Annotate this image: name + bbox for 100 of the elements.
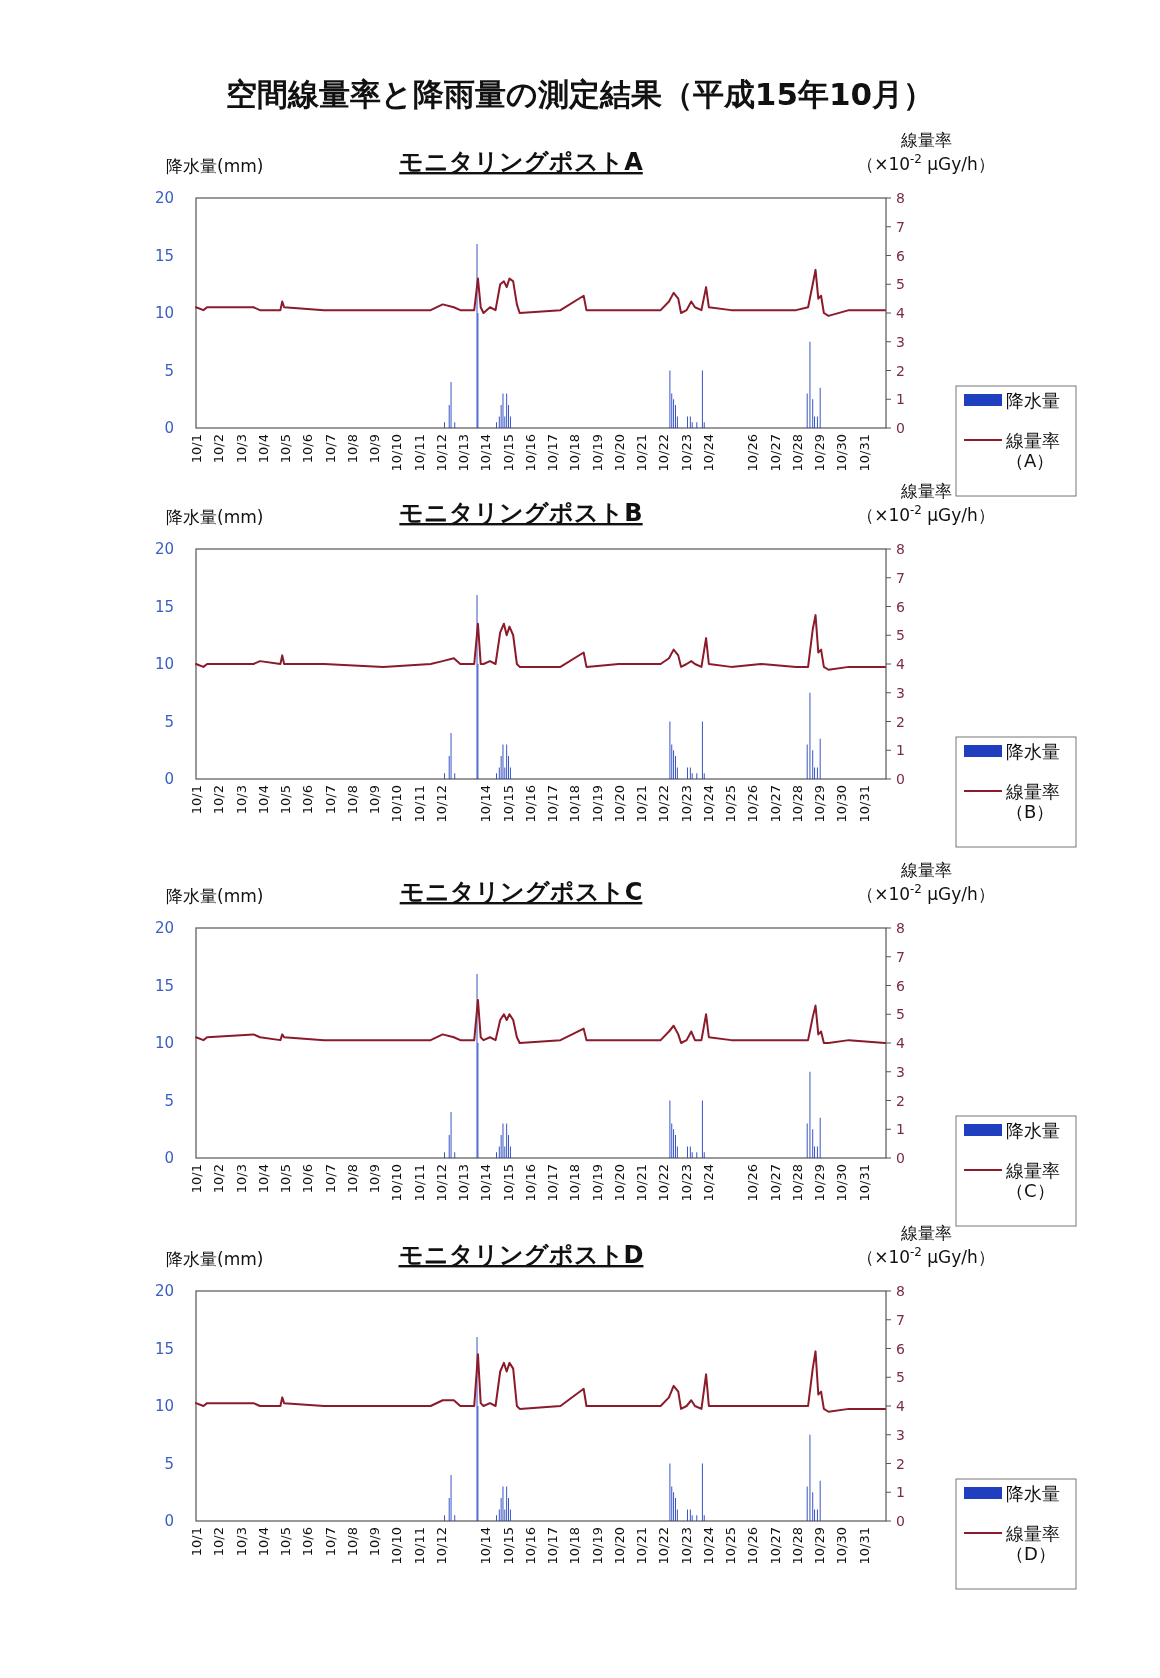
x-tick-label: 10/14: [478, 434, 494, 472]
y-tick-label: 10: [154, 1397, 174, 1415]
x-tick-label: 10/3: [233, 1164, 249, 1194]
x-tick-label: 10/5: [278, 1164, 294, 1194]
y2-tick-label: 0: [896, 1150, 905, 1166]
x-tick-label: 10/27: [767, 434, 783, 472]
y2-tick-label: 5: [896, 627, 905, 644]
x-tick-label: 10/10: [389, 434, 405, 472]
x-tick-label: 10/3: [233, 434, 249, 464]
y-tick-label: 10: [154, 1034, 174, 1052]
y2-tick-label: 2: [896, 713, 905, 730]
x-tick-label: 10/4: [255, 785, 271, 815]
x-tick-label: 10/1: [189, 785, 204, 815]
y2-tick-label: 0: [896, 771, 905, 787]
y2-tick-label: 6: [896, 247, 905, 264]
text: 空間線量率と降雨量の測定結果（平成15年10月）: [225, 76, 935, 112]
legend-label: 線量率（D）: [1005, 1523, 1060, 1564]
x-tick-label: 10/21: [634, 785, 650, 823]
x-tick-label: 10/8: [344, 1164, 360, 1194]
y2-tick-label: 4: [896, 1035, 905, 1051]
y2-tick-label: 3: [896, 1426, 905, 1443]
x-tick-label: 10/9: [367, 434, 383, 464]
x-tick-label: 10/19: [589, 434, 605, 472]
x-tick-label: 10/27: [767, 785, 783, 823]
y-tick-label: 5: [164, 712, 174, 731]
x-tick-label: 10/2: [211, 1527, 227, 1557]
x-tick-label: 10/10: [389, 785, 405, 823]
y-axis-title: 降水量(mm): [166, 886, 264, 906]
x-tick-label: 10/17: [545, 1164, 561, 1202]
x-tick-label: 10/16: [522, 1164, 538, 1202]
y-tick-label: 15: [154, 976, 174, 995]
y-tick-label: 0: [164, 419, 174, 437]
y2-tick-label: 5: [896, 1006, 905, 1023]
y2-tick-label: 0: [896, 1513, 905, 1529]
legend-label: 線量率（A）: [1005, 430, 1060, 471]
x-tick-label: 10/17: [545, 785, 561, 823]
x-tick-label: 10/13: [456, 434, 472, 472]
x-tick-label: 10/24: [700, 1164, 716, 1202]
y2-tick-label: 8: [896, 920, 905, 936]
x-tick-label: 10/15: [500, 785, 516, 823]
x-tick-label: 10/27: [767, 1527, 783, 1565]
x-tick-label: 10/15: [500, 434, 516, 472]
x-tick-label: 10/28: [789, 1527, 805, 1565]
legend-label: 降水量: [1006, 1120, 1060, 1141]
y-tick-label: 5: [164, 1091, 174, 1110]
x-tick-label: 10/1: [189, 434, 204, 464]
y2-tick-label: 2: [896, 1455, 905, 1472]
y2-tick-label: 0: [896, 420, 905, 436]
y2-tick-label: 3: [896, 684, 905, 701]
x-tick-label: 10/20: [611, 1527, 627, 1565]
y2-tick-label: 1: [896, 1484, 905, 1501]
x-tick-label: 10/26: [745, 434, 761, 472]
y2-tick-label: 3: [896, 1063, 905, 1080]
x-tick-label: 10/31: [856, 785, 872, 823]
y-tick-label: 15: [154, 246, 174, 265]
x-tick-label: 10/14: [478, 1527, 494, 1565]
y-tick-label: 10: [154, 655, 174, 673]
x-tick-label: 10/24: [700, 434, 716, 472]
x-tick-label: 10/4: [255, 434, 271, 464]
x-tick-label: 10/19: [589, 785, 605, 823]
x-tick-label: 10/25: [723, 785, 739, 823]
legend-label: 降水量: [1006, 1483, 1060, 1504]
y-tick-label: 20: [154, 540, 174, 558]
x-tick-label: 10/18: [567, 1164, 583, 1202]
x-tick-label: 10/12: [433, 434, 449, 472]
legend-label: 降水量: [1006, 741, 1060, 762]
x-tick-label: 10/20: [611, 785, 627, 823]
x-tick-label: 10/12: [433, 785, 449, 823]
x-tick-label: 10/7: [322, 434, 338, 464]
y2-tick-label: 7: [896, 1311, 905, 1328]
x-tick-label: 10/6: [300, 1527, 316, 1557]
y-axis-title: 降水量(mm): [166, 507, 264, 527]
x-tick-label: 10/7: [322, 1164, 338, 1194]
x-tick-label: 10/2: [211, 785, 227, 815]
x-tick-label: 10/1: [189, 1164, 204, 1194]
y2-tick-label: 3: [896, 333, 905, 350]
x-tick-label: 10/3: [233, 1527, 249, 1557]
x-tick-label: 10/8: [344, 785, 360, 815]
x-tick-label: 10/4: [255, 1164, 271, 1194]
y-tick-label: 15: [154, 1339, 174, 1358]
x-tick-label: 10/11: [411, 1527, 427, 1565]
x-tick-label: 10/5: [278, 434, 294, 464]
y2-tick-label: 4: [896, 656, 905, 672]
x-tick-label: 10/25: [723, 1527, 739, 1565]
x-tick-label: 10/2: [211, 1164, 227, 1194]
x-tick-label: 10/26: [745, 1164, 761, 1202]
x-tick-label: 10/19: [589, 1527, 605, 1565]
x-tick-label: 10/14: [478, 1164, 494, 1202]
x-tick-label: 10/8: [344, 1527, 360, 1557]
x-tick-label: 10/28: [789, 785, 805, 823]
x-tick-label: 10/29: [812, 1527, 828, 1565]
y2-tick-label: 6: [896, 598, 905, 615]
x-tick-label: 10/17: [545, 434, 561, 472]
y2-tick-label: 7: [896, 218, 905, 235]
x-tick-label: 10/11: [411, 1164, 427, 1202]
chart-title: モニタリングポストD: [398, 1241, 644, 1269]
y-tick-label: 20: [154, 919, 174, 937]
chart-title: モニタリングポストC: [399, 878, 643, 906]
x-tick-label: 10/15: [500, 1527, 516, 1565]
legend-label: 線量率（B）: [1005, 781, 1060, 822]
